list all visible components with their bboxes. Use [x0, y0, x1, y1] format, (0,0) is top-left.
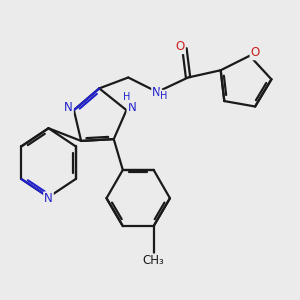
Text: O: O — [176, 40, 185, 53]
Text: H: H — [124, 92, 131, 102]
Text: CH₃: CH₃ — [143, 254, 164, 267]
Text: N: N — [44, 192, 53, 206]
Text: N: N — [128, 101, 136, 114]
Text: H: H — [160, 91, 167, 100]
Text: O: O — [250, 46, 260, 59]
Text: N: N — [152, 85, 161, 98]
Text: N: N — [64, 101, 73, 114]
